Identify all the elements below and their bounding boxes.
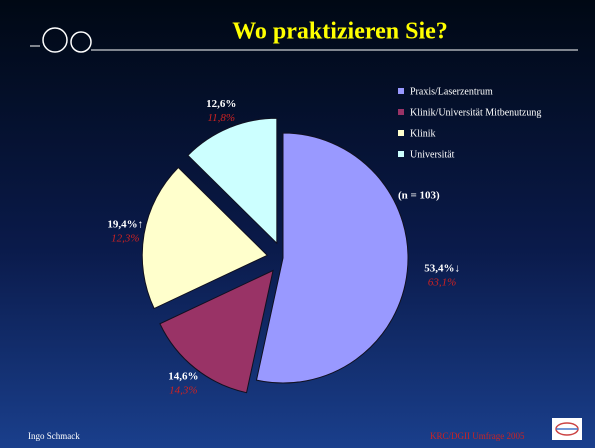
previous-value-label: 14,3%	[169, 385, 197, 397]
legend-swatch	[398, 109, 404, 115]
value-label: 19,4%↑	[107, 219, 143, 231]
legend-swatch	[398, 88, 404, 94]
pie-slice	[141, 166, 269, 310]
decor-circle	[70, 31, 92, 53]
pie-slice	[159, 269, 274, 394]
legend-label: Klinik/Universität Mitbenutzung	[410, 107, 541, 118]
previous-value-label: 11,8%	[208, 112, 236, 124]
previous-value-label: 63,1%	[428, 277, 456, 289]
value-label: 12,6%	[206, 98, 236, 110]
previous-value-label: 12,3%	[111, 233, 139, 245]
value-label: 14,6%	[168, 371, 198, 383]
footer-left: Ingo Schmack	[28, 431, 80, 441]
pie-slice	[255, 132, 409, 384]
legend-label: Praxis/Laserzentrum	[410, 86, 493, 97]
legend-label: Klinik	[410, 128, 436, 139]
legend-swatch	[398, 130, 404, 136]
footer-right: KRC/DGII Umfrage 2005	[430, 431, 525, 441]
annotation: (n = 103)	[398, 190, 440, 202]
chart-title: Wo praktizieren Sie?	[232, 19, 448, 45]
legend-label: Universität	[410, 149, 455, 160]
legend-swatch	[398, 151, 404, 157]
decor-circle	[42, 27, 68, 53]
pie-slice	[187, 117, 278, 245]
logo	[552, 418, 582, 440]
value-label: 53,4%↓	[424, 263, 460, 275]
